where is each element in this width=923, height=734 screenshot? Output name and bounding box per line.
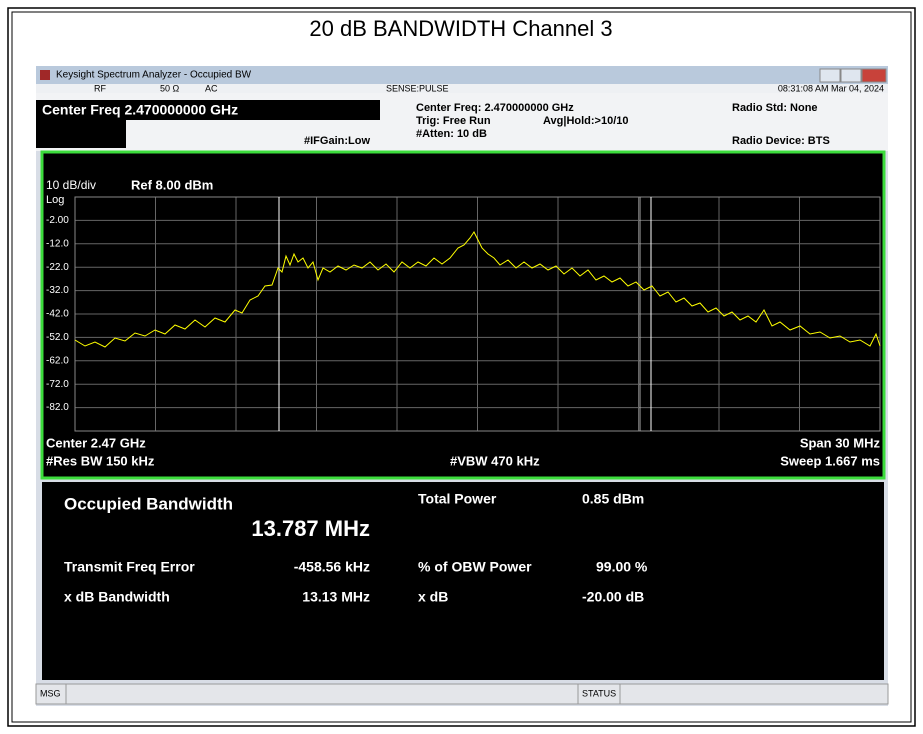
- minimize-button[interactable]: [819, 68, 841, 83]
- coupling: AC: [205, 83, 218, 93]
- y-label: -32.0: [46, 285, 69, 296]
- window-title: Keysight Spectrum Analyzer - Occupied BW: [56, 70, 252, 81]
- ref-level: Ref 8.00 dBm: [131, 177, 213, 192]
- atten: #Atten: 10 dB: [416, 128, 487, 140]
- impedance: 50 Ω: [160, 83, 180, 93]
- y-label: -42.0: [46, 309, 69, 320]
- inner-border: [11, 11, 912, 723]
- log: Log: [46, 194, 64, 206]
- y-label: -72.0: [46, 379, 69, 390]
- grid: [75, 197, 880, 431]
- rf: RF: [94, 83, 106, 93]
- obw-value: 13.787 MHz: [251, 516, 370, 541]
- y-label: -22.0: [46, 262, 69, 273]
- sense: SENSE:PULSE: [386, 83, 449, 93]
- xdb-bw-label: x dB Bandwidth: [64, 589, 170, 605]
- obw-power-label: % of OBW Power: [418, 559, 532, 575]
- title-bar: [36, 66, 888, 84]
- total-power: 0.85 dBm: [582, 491, 644, 507]
- radio-std: Radio Std: None: [732, 102, 818, 114]
- sweep: Sweep 1.667 ms: [780, 453, 880, 468]
- xdb-label: x dB: [418, 589, 448, 605]
- obw-heading: Occupied Bandwidth: [64, 494, 233, 513]
- graph-panel: [40, 150, 886, 480]
- center: Center 2.47 GHz: [46, 435, 146, 450]
- center-freq: Center Freq 2.470000000 GHz: [42, 102, 238, 118]
- scale: 10 dB/div: [46, 178, 96, 192]
- y-label: -2.00: [46, 215, 69, 226]
- plot-border: [74, 196, 881, 432]
- y-label: -52.0: [46, 332, 69, 343]
- y-label: -82.0: [46, 402, 69, 413]
- center-freq-box-lower: [36, 120, 126, 148]
- timestamp: 08:31:08 AM Mar 04, 2024: [778, 83, 884, 93]
- trig: Trig: Free Run: [416, 115, 491, 127]
- span: Span 30 MHz: [800, 435, 881, 450]
- if-gain: #IFGain:Low: [304, 135, 370, 147]
- total-power-label: Total Power: [418, 491, 497, 507]
- app-icon: [40, 70, 50, 80]
- avg-hold: Avg|Hold:>10/10: [543, 115, 629, 127]
- obw-power: 99.00 %: [596, 559, 648, 575]
- outer-border: [7, 7, 916, 727]
- freq-error: -458.56 kHz: [294, 559, 370, 575]
- status-row: [36, 84, 888, 93]
- y-label: -62.0: [46, 355, 69, 366]
- res-bw: #Res BW 150 kHz: [46, 453, 155, 468]
- xdb: -20.00 dB: [582, 589, 644, 605]
- msg: MSG: [40, 688, 61, 698]
- y-label: -12.0: [46, 238, 69, 249]
- status-bar: [35, 683, 889, 705]
- results-panel: [42, 482, 884, 680]
- freq-error-label: Transmit Freq Error: [64, 559, 195, 575]
- maximize-button[interactable]: [840, 68, 862, 83]
- vbw: #VBW 470 kHz: [450, 453, 540, 468]
- trace: [74, 231, 881, 348]
- radio-device: Radio Device: BTS: [732, 135, 830, 147]
- xdb-bw: 13.13 MHz: [302, 589, 370, 605]
- center-freq-info: Center Freq: 2.470000000 GHz: [416, 102, 574, 114]
- page-title: 20 dB BANDWIDTH Channel 3: [309, 16, 612, 41]
- close-button[interactable]: [861, 68, 887, 83]
- center-freq-box: [36, 100, 380, 120]
- status: STATUS: [582, 688, 616, 698]
